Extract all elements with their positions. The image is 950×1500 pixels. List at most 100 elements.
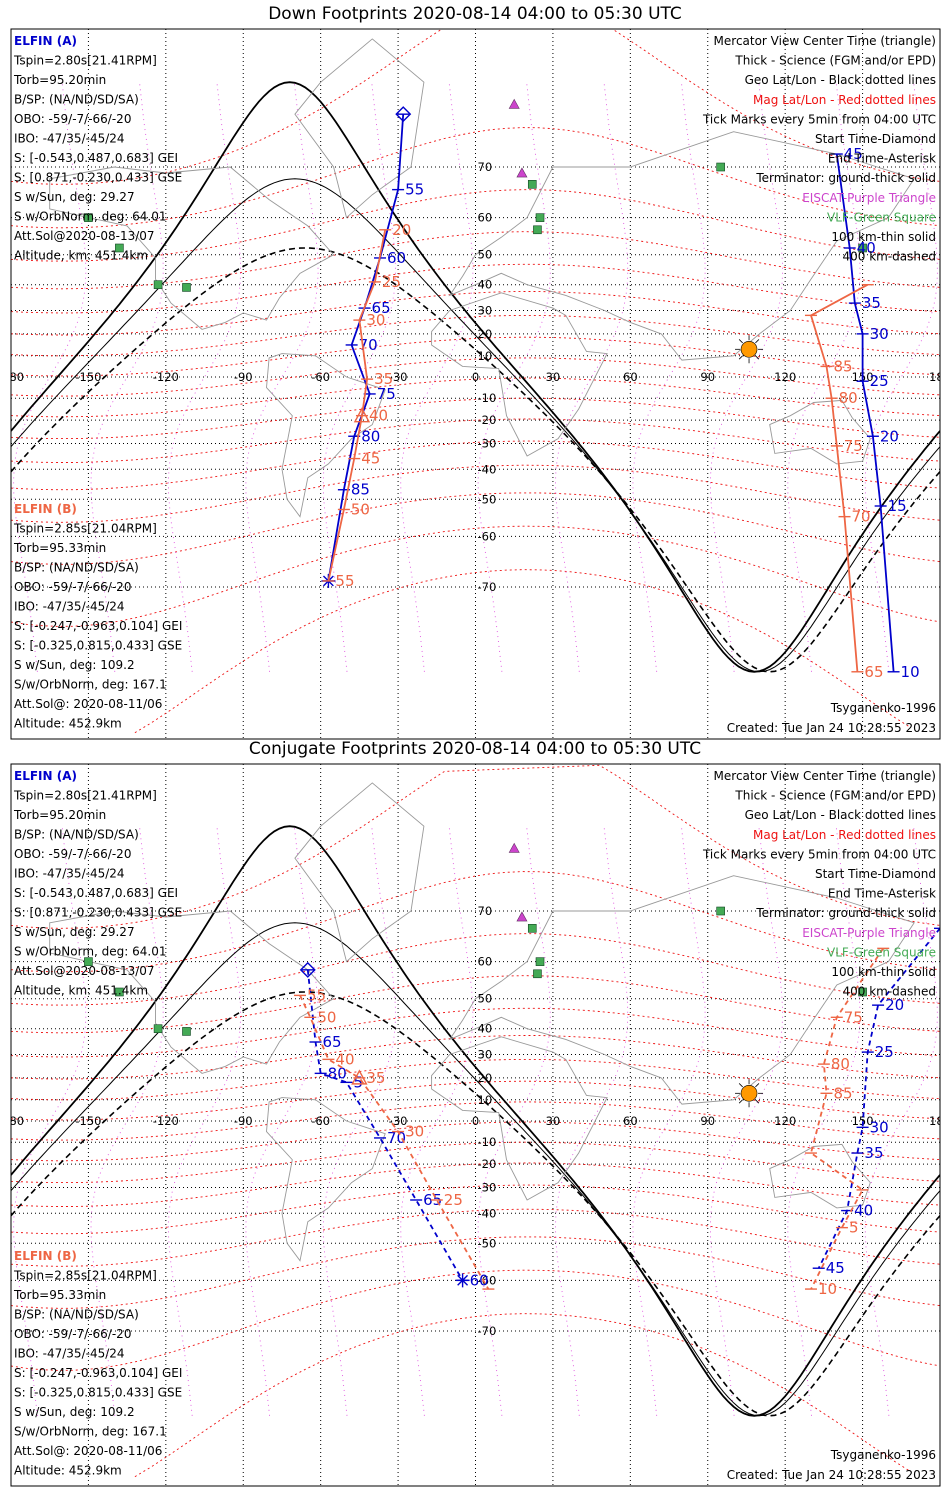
terminator-400km (11, 247, 940, 673)
mag-parallel (11, 127, 940, 229)
lat-tick-label: 50 (478, 992, 493, 1006)
lat-tick-label: 20 (478, 327, 493, 341)
track-tick-label: 55 (307, 986, 326, 1004)
lat-tick-label: -10 (478, 391, 497, 405)
track-tick-label: 75 (377, 385, 396, 403)
coastline (448, 875, 915, 1105)
sun-ray (755, 355, 760, 360)
elfin-b-info-line: OBO: -59/-7/-66/-20 (14, 1327, 131, 1341)
lon-tick-label: 60 (623, 370, 638, 384)
elfin-a-info-line: Torb=95.20min (13, 73, 106, 87)
elfin-b-info-line: Tspin=2.85s[21.04RPM] (13, 1269, 157, 1283)
mag-parallel (11, 871, 940, 973)
lat-tick-label: 50 (478, 248, 493, 262)
elfin-b-info-line: S/w/OrbNorm, deg: 167.1 (14, 678, 167, 692)
track-tick-label: 5 (849, 1219, 859, 1237)
elfin-b-info-line: B/SP: (NA/ND/SD/SA) (14, 561, 139, 575)
lat-tick-label: 30 (478, 1048, 493, 1062)
elfin-b-info-line: S: [-0.247,-0.963,0.104] GEI (14, 619, 182, 633)
coastline (769, 1143, 871, 1209)
lon-tick-label: -150 (75, 1114, 101, 1128)
mag-parallel (11, 933, 940, 1006)
track-tick-label: 45 (844, 145, 863, 163)
legend-entry: VLF-Green Square (827, 210, 936, 224)
elfin-a-info-line: IBO: -47/35/-45/24 (14, 132, 125, 146)
elfin-b-info-line: Altitude: 452.9km (14, 717, 122, 731)
legend-entry: 400 km-dashed (842, 985, 936, 999)
sun-ray (755, 1083, 760, 1088)
sun-ray (738, 355, 743, 360)
track-tick-label: 80 (328, 1064, 347, 1082)
vlf-station-square (858, 987, 867, 997)
elfin-b-info-line: OBO: -59/-7/-66/-20 (14, 580, 131, 594)
lat-tick-label: 20 (478, 1071, 493, 1085)
mag-meridian (167, 826, 242, 1416)
mag-parallel (11, 231, 940, 290)
elfin-a-info-line: IBO: -47/35/-45/24 (14, 867, 125, 881)
elfin-b-info-line: IBO: -47/35/-45/24 (14, 1347, 125, 1361)
terminator-ground (11, 825, 940, 1417)
track-tick-label: 80 (361, 427, 380, 445)
mag-meridian (90, 826, 164, 1416)
eiscat-triangle (508, 842, 520, 853)
lat-tick-label: 70 (478, 160, 493, 174)
eiscat-triangle (516, 167, 528, 178)
track-tick-label: 30 (366, 311, 385, 329)
legend-entry: Mercator View Center Time (triangle) (714, 769, 936, 783)
elfin-b-info-line: Torb=95.33min (13, 541, 106, 555)
elfin-b-info-line: Att.Sol@: 2020-08-11/06 (14, 1444, 162, 1458)
lat-tick-label: 40 (478, 278, 493, 292)
sun-icon (740, 341, 758, 358)
coastline (266, 353, 386, 518)
mag-parallel (11, 1269, 940, 1371)
coastline (431, 292, 608, 457)
track-tick-label: 10 (901, 663, 920, 681)
mag-parallel (11, 1035, 940, 1080)
elfin-b-name: ELFIN (B) (14, 1249, 77, 1263)
lat-tick-label: 10 (478, 349, 493, 363)
track-tick-label: 40 (857, 239, 876, 257)
coastline (294, 782, 425, 963)
track-tick-label: 40 (854, 1202, 873, 1220)
elfin-a-info-line: Att.Sol@2020-08-13/07 (14, 229, 155, 243)
vlf-station-square (716, 906, 725, 916)
mag-parallel (11, 1162, 940, 1207)
mag-meridian (245, 826, 319, 1416)
lon-tick-label: -60 (311, 1114, 330, 1128)
mag-meridian (477, 82, 551, 672)
conjugate-footprints-title: Conjugate Footprints 2020-08-14 04:00 to… (248, 739, 702, 759)
terminator-100km (11, 922, 940, 1417)
track-tick-label: 40 (369, 407, 388, 425)
track-tick-label: 30 (405, 1123, 424, 1141)
coastline (448, 131, 915, 361)
mag-parallel (11, 1101, 940, 1141)
map-frame (10, 28, 941, 740)
track-tick-label: 65 (372, 299, 391, 317)
mag-parallel (11, 357, 940, 397)
legend-entry: Terminator: ground-thick solid (755, 906, 936, 920)
track-tick-label: 25 (875, 1043, 894, 1061)
elfin-a-name: ELFIN (A) (14, 769, 77, 783)
mag-meridian (709, 82, 784, 672)
legend-entry: 100 km-thin solid (831, 230, 936, 244)
lat-tick-label: -40 (478, 462, 497, 476)
elfin-a-info-line: Tspin=2.80s[21.41RPM] (13, 789, 157, 803)
vlf-station-square (182, 283, 191, 292)
terminator-ground (11, 81, 940, 673)
mag-parallel (11, 1058, 940, 1101)
vlf-station-square (535, 213, 545, 222)
end-time-asterisk (457, 1274, 469, 1286)
created-timestamp: Created: Tue Jan 24 10:28:55 2023 (727, 1468, 936, 1482)
legend-entry: 100 km-thin solid (831, 965, 936, 979)
vlf-station-square (182, 1027, 191, 1036)
track-tick-label: 15 (888, 497, 907, 515)
mag-meridian (709, 826, 784, 1416)
mag-parallel (11, 1121, 940, 1162)
map-area-conj: -180 -150 -120 -90 -60 -30 0 30 60 90 120 150 180 70 6… (11, 764, 940, 1486)
legend-entry: EISCAT-Purple Triangle (802, 191, 936, 205)
coastline (266, 1097, 386, 1262)
elfin-b-info-line: Torb=95.33min (13, 1288, 106, 1302)
track-tick-label: 75 (844, 1008, 863, 1026)
lat-tick-label: -50 (478, 492, 497, 506)
